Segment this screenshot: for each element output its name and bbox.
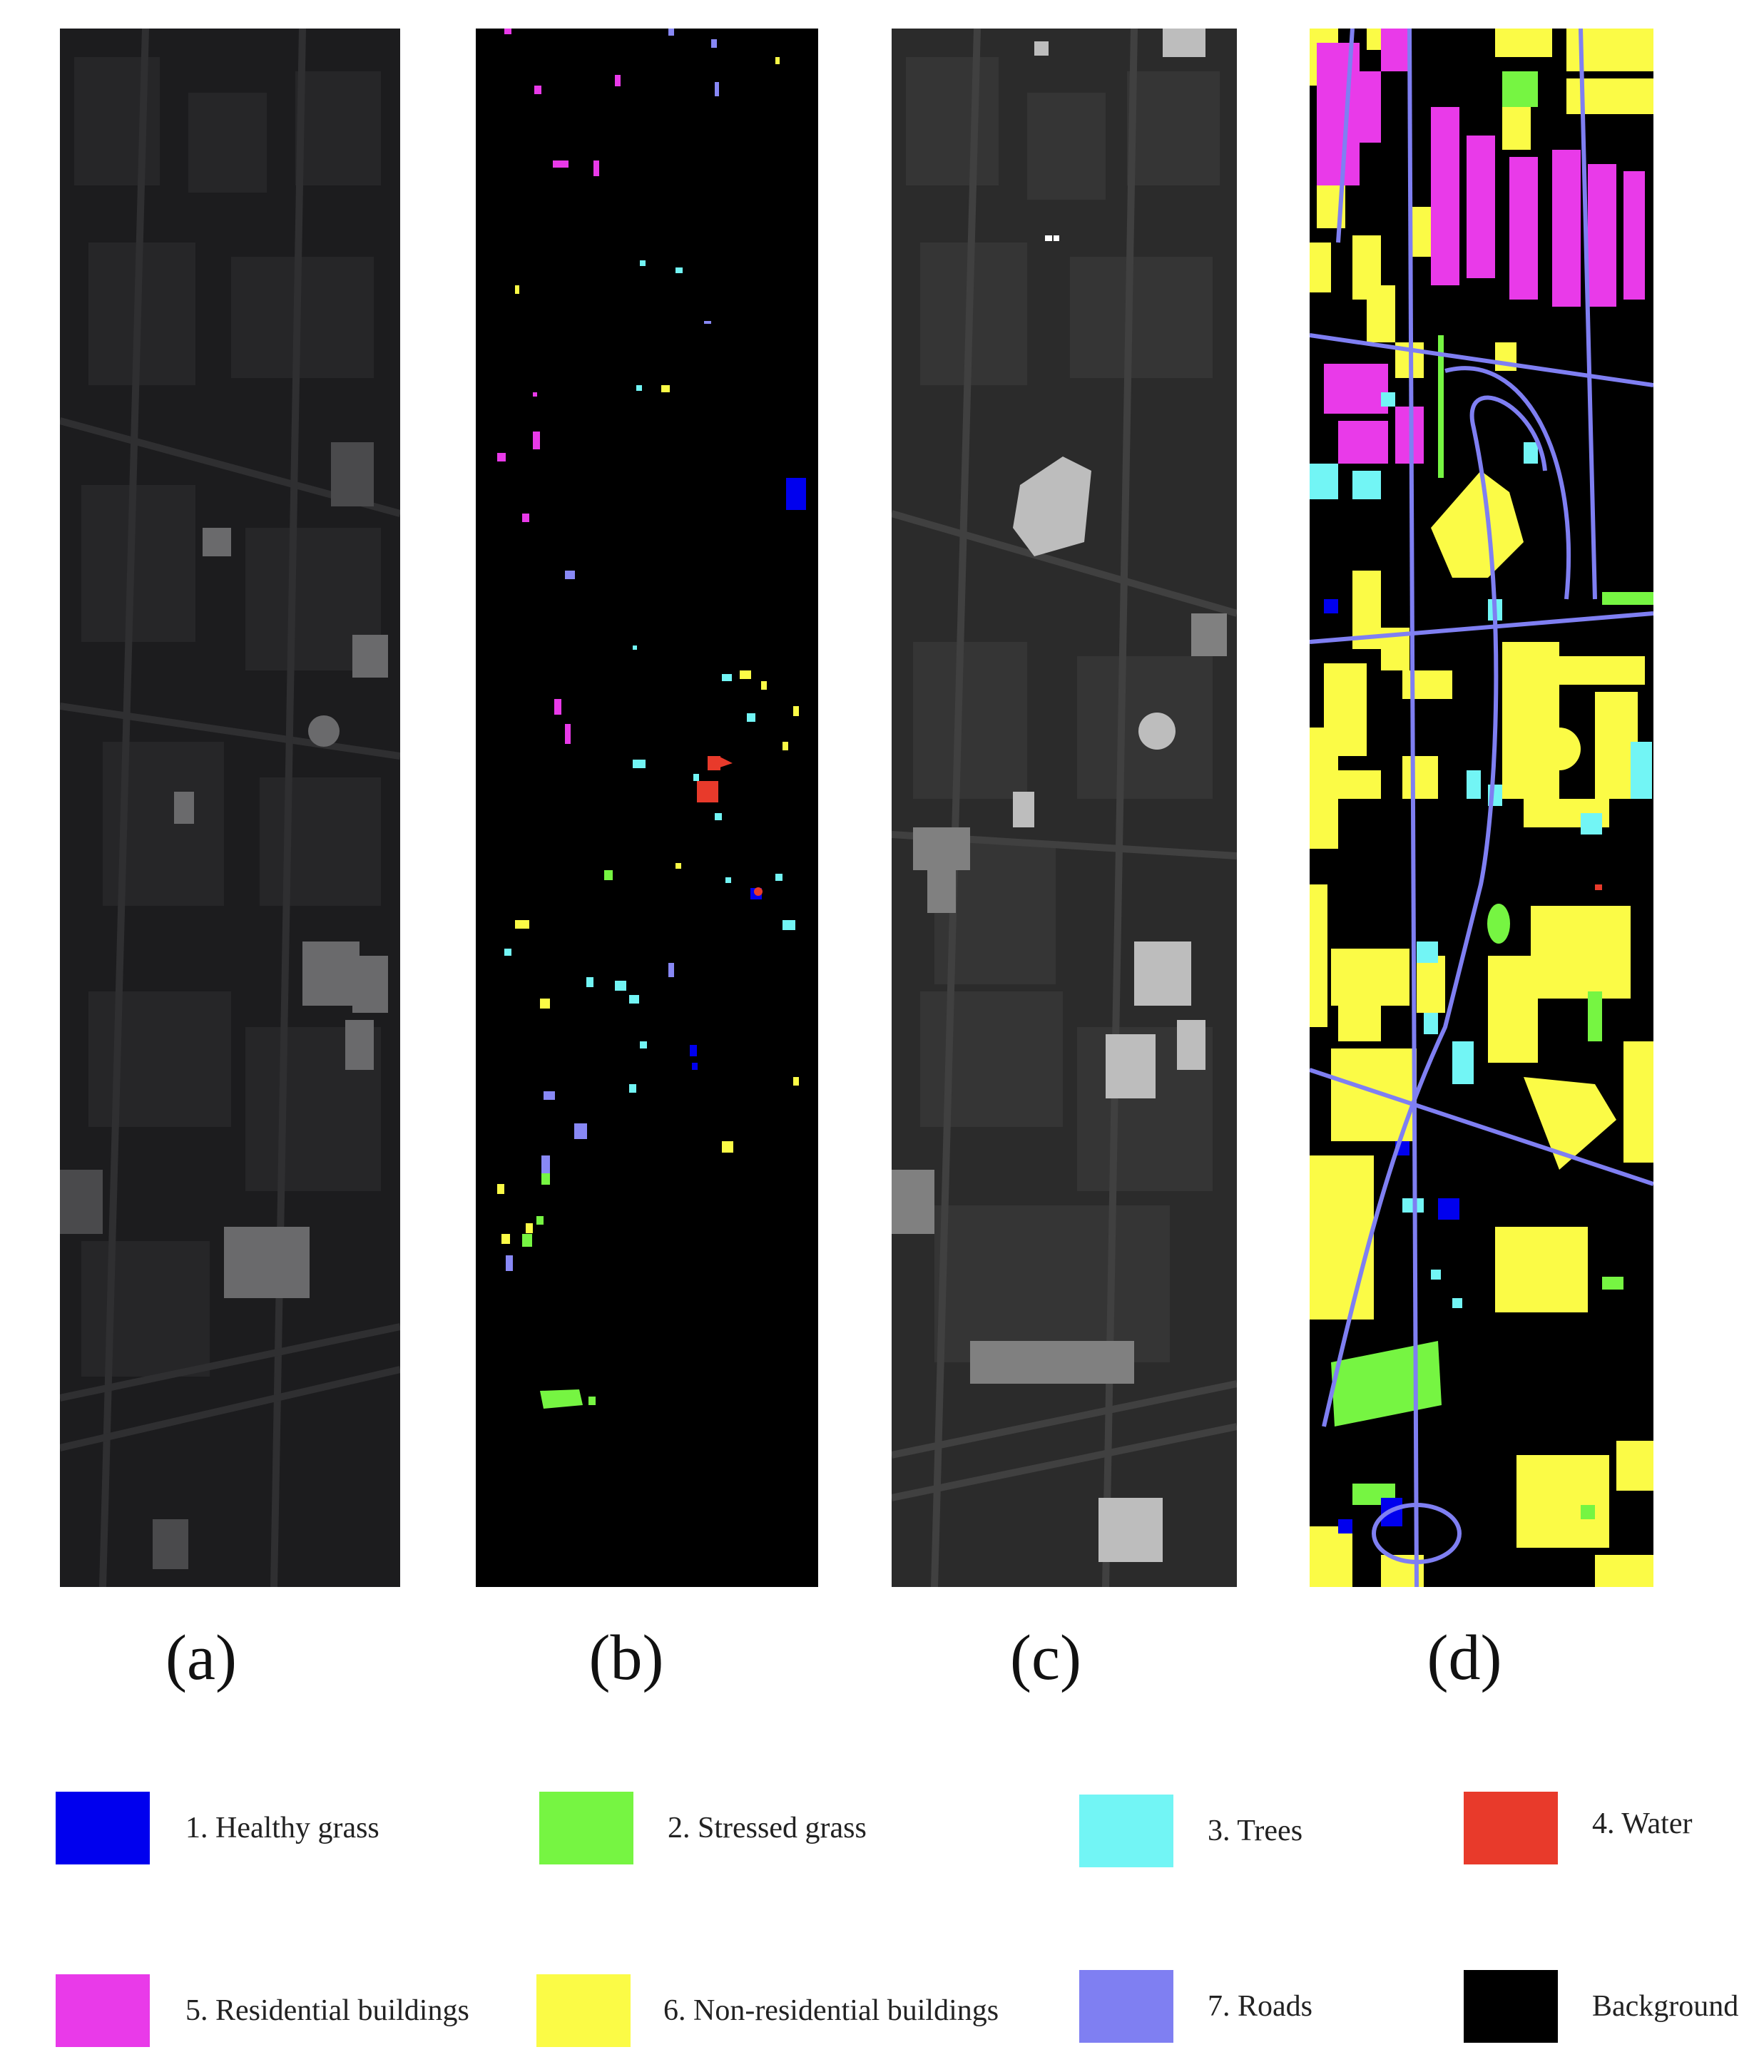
legend-swatch [1464, 1792, 1558, 1864]
legend-label: 6. Non-residential buildings [663, 1994, 999, 2027]
legend-label: Background [1592, 1990, 1739, 2023]
caption-d: (d) [1427, 1623, 1502, 1693]
panel-d-ground-truth-map [1310, 29, 1653, 1587]
legend-label: 2. Stressed grass [668, 1812, 867, 1844]
legend-label: 4. Water [1592, 1807, 1693, 1840]
legend-label: 3. Trees [1208, 1815, 1303, 1847]
caption-a: (a) [165, 1623, 237, 1693]
legend-swatch [1079, 1795, 1173, 1867]
aerial-image-dark [60, 29, 400, 1587]
legend-label: 7. Roads [1208, 1990, 1312, 2023]
legend-label: 1. Healthy grass [185, 1812, 379, 1844]
training-samples-map [476, 29, 818, 1587]
legend-swatch [56, 1974, 150, 2047]
aerial-image-grayscale [892, 29, 1237, 1587]
legend-swatch [56, 1792, 150, 1864]
caption-b: (b) [588, 1623, 664, 1693]
caption-c: (c) [1010, 1623, 1081, 1693]
legend-swatch [536, 1974, 631, 2047]
legend-swatch [1079, 1970, 1173, 2043]
legend-swatch [1464, 1970, 1558, 2043]
legend-label: 5. Residential buildings [185, 1994, 469, 2027]
healthy-grass-sample [786, 478, 806, 510]
panel-c-image [892, 29, 1237, 1587]
panel-a-image [60, 29, 400, 1587]
legend-swatch [539, 1792, 633, 1864]
ground-truth-map [1310, 29, 1653, 1587]
panel-b-samples-map [476, 29, 818, 1587]
